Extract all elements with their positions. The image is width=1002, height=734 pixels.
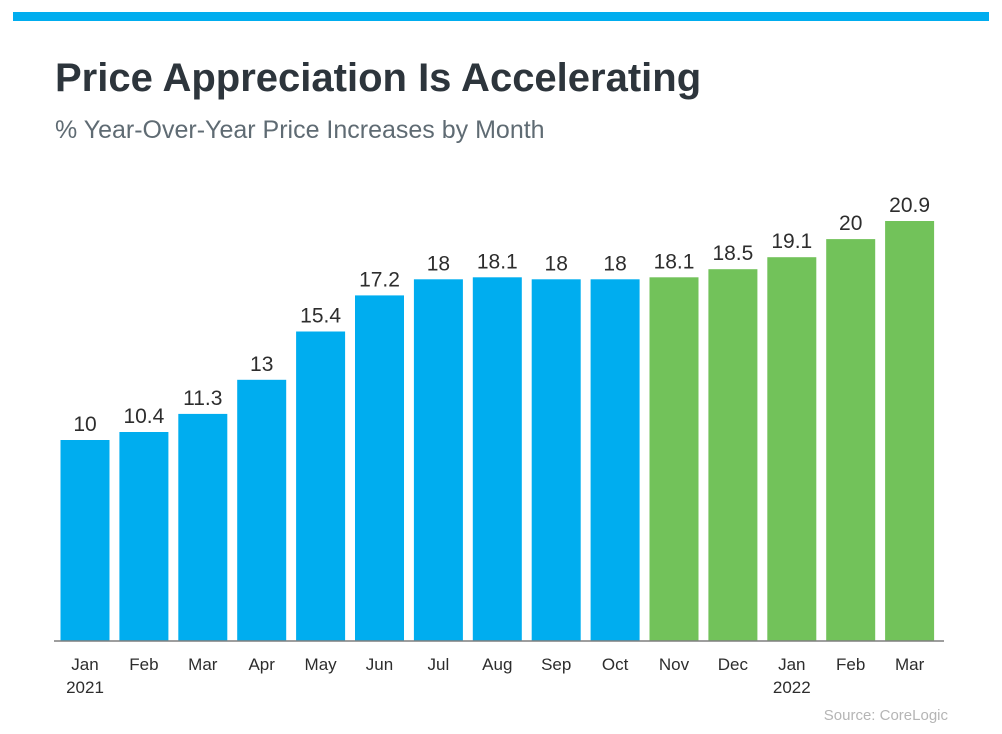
- x-tick-label-1: Jan: [71, 655, 98, 674]
- x-tick-label-13: Jan: [778, 655, 805, 674]
- x-tick-label-7: Jul: [428, 655, 450, 674]
- x-tick-label-9: Sep: [541, 655, 571, 674]
- x-tick-label-15: Mar: [895, 655, 925, 674]
- data-label-9: 18: [545, 252, 568, 275]
- bar-2: [119, 432, 169, 641]
- data-label-11: 18.1: [654, 250, 695, 273]
- bar-4: [237, 379, 287, 641]
- bar-8: [472, 277, 522, 641]
- data-label-3: 11.3: [183, 387, 222, 410]
- bar-1: [60, 440, 110, 641]
- data-label-1: 10: [73, 413, 96, 436]
- data-label-5: 15.4: [300, 305, 341, 328]
- data-label-7: 18: [427, 252, 450, 275]
- x-tick-label-6: Jun: [366, 655, 393, 674]
- bar-6: [355, 295, 404, 641]
- bar-5: [296, 331, 346, 641]
- bar-15: [885, 221, 935, 641]
- x-tick-label-12: Dec: [718, 655, 749, 674]
- x-tick-label-14: Feb: [836, 655, 865, 674]
- data-label-13: 19.1: [771, 230, 812, 253]
- data-label-15: 20.9: [889, 194, 930, 217]
- source-note: Source: CoreLogic: [823, 707, 948, 724]
- x-tick-label-10: Oct: [602, 655, 629, 674]
- x-tick-label-4: Apr: [248, 655, 275, 674]
- x-tick-label-5: May: [305, 655, 338, 674]
- bar-3: [178, 413, 228, 641]
- data-label-8: 18.1: [477, 250, 518, 273]
- bar-12: [708, 269, 758, 641]
- bar-10: [590, 279, 640, 641]
- data-label-10: 18: [603, 252, 626, 275]
- bar-13: [767, 257, 817, 641]
- top-accent-bar: [13, 12, 989, 21]
- data-label-4: 13: [250, 353, 273, 376]
- chart-subtitle: % Year-Over-Year Price Increases by Mont…: [55, 116, 545, 144]
- bar-11: [649, 277, 699, 641]
- x-tick-label-8: Aug: [482, 655, 512, 674]
- data-label-2: 10.4: [123, 405, 164, 428]
- chart-title: Price Appreciation Is Accelerating: [55, 56, 702, 100]
- x-tick-label-3: Mar: [188, 655, 218, 674]
- data-label-12: 18.5: [712, 242, 753, 265]
- bar-14: [826, 239, 876, 641]
- data-label-6: 17.2: [359, 268, 400, 291]
- bar-9: [531, 279, 581, 641]
- x-year-label-13: 2022: [773, 678, 811, 697]
- bar-7: [413, 279, 463, 641]
- x-year-label-1: 2021: [66, 678, 104, 697]
- x-tick-label-2: Feb: [129, 655, 158, 674]
- x-tick-label-11: Nov: [659, 655, 690, 674]
- data-label-14: 20: [839, 212, 862, 235]
